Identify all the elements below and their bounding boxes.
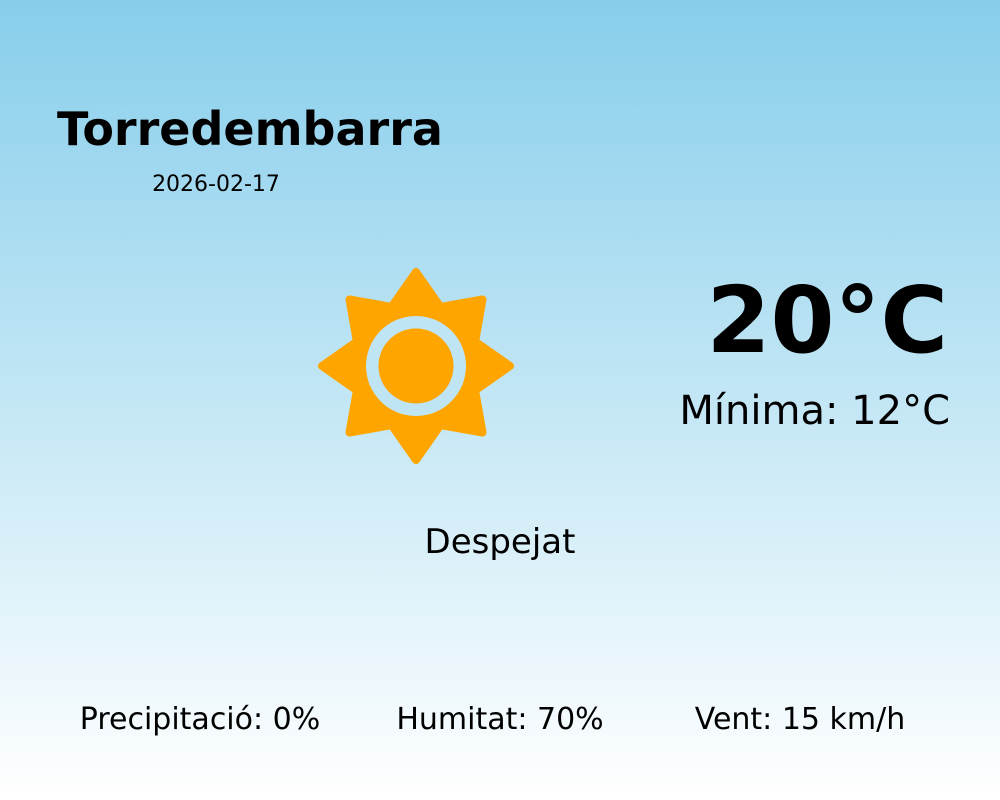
humidity: Humitat: 70% bbox=[396, 702, 604, 737]
minimum-temperature: Mínima: 12°C bbox=[679, 388, 950, 434]
weather-condition: Despejat bbox=[424, 522, 576, 562]
city-name: Torredembarra bbox=[57, 102, 443, 156]
wind: Vent: 15 km/h bbox=[694, 702, 906, 737]
current-temperature: 20°C bbox=[706, 267, 948, 374]
forecast-date: 2026-02-17 bbox=[152, 172, 280, 197]
sun-icon bbox=[318, 268, 514, 464]
precipitation: Precipitació: 0% bbox=[79, 702, 321, 737]
